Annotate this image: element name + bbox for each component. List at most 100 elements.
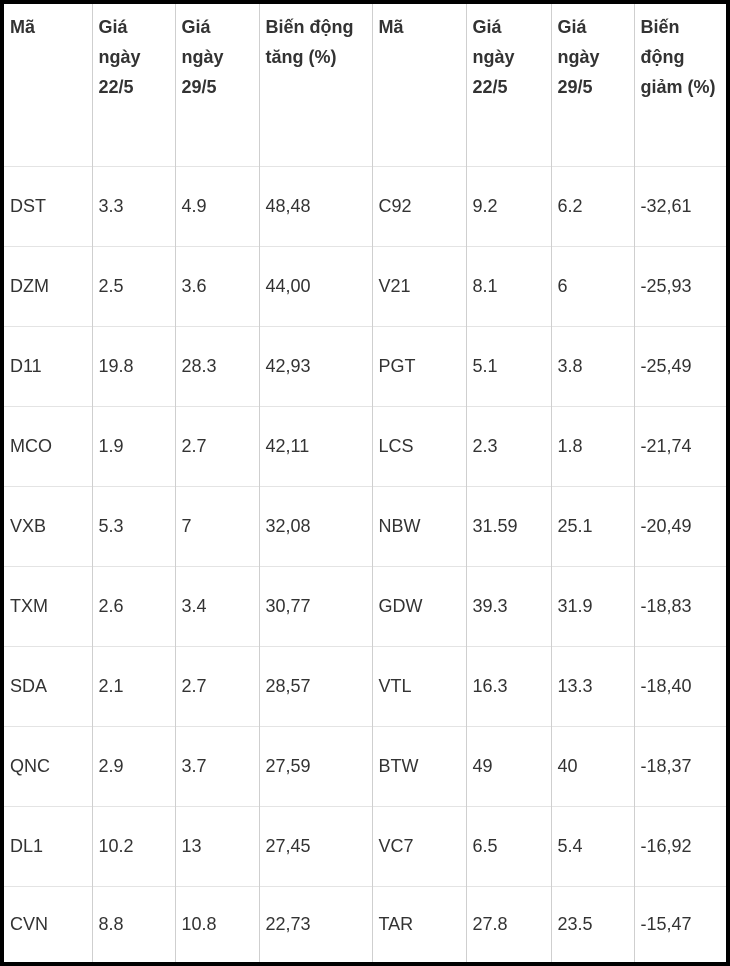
loser-code-cell: PGT <box>371 325 466 406</box>
loser-change-cell: -32,61 <box>633 165 726 246</box>
loser-price-29-5-cell: 6.2 <box>550 165 634 246</box>
gainer-code-cell: SDA <box>4 645 92 726</box>
table-row: SDA 2.1 2.7 28,57 VTL 16.3 13.3 -18,40 <box>4 645 726 726</box>
gainer-price-22-5-cell: 5.3 <box>91 485 175 566</box>
header-price-22-5-gainers: Giá ngày 22/5 <box>91 4 175 166</box>
table-row: DL1 10.2 13 27,45 VC7 6.5 5.4 -16,92 <box>4 805 726 886</box>
loser-price-22-5-cell: 5.1 <box>465 325 551 406</box>
gainer-price-22-5-cell: 1.9 <box>91 405 175 486</box>
gainer-change-cell: 22,73 <box>258 885 372 962</box>
gainer-change-cell: 32,08 <box>258 485 372 566</box>
loser-change-cell: -25,93 <box>633 245 726 326</box>
header-price-29-5-gainers: Giá ngày 29/5 <box>174 4 259 166</box>
gainer-code-cell: DL1 <box>4 805 92 886</box>
gainer-change-cell: 27,45 <box>258 805 372 886</box>
gainer-code-cell: MCO <box>4 405 92 486</box>
loser-price-29-5-cell: 6 <box>550 245 634 326</box>
gainer-price-22-5-cell: 8.8 <box>91 885 175 962</box>
loser-change-cell: -20,49 <box>633 485 726 566</box>
gainer-price-22-5-cell: 19.8 <box>91 325 175 406</box>
gainer-change-cell: 27,59 <box>258 725 372 806</box>
loser-change-cell: -18,83 <box>633 565 726 646</box>
gainer-price-29-5-cell: 3.6 <box>174 245 259 326</box>
gainer-change-cell: 44,00 <box>258 245 372 326</box>
header-price-22-5-losers: Giá ngày 22/5 <box>465 4 551 166</box>
gainer-price-29-5-cell: 3.4 <box>174 565 259 646</box>
table-row: QNC 2.9 3.7 27,59 BTW 49 40 -18,37 <box>4 725 726 806</box>
stock-price-table: Mã Giá ngày 22/5 Giá ngày 29/5 Biến động… <box>4 4 726 962</box>
loser-price-29-5-cell: 1.8 <box>550 405 634 486</box>
loser-code-cell: LCS <box>371 405 466 486</box>
gainer-change-cell: 48,48 <box>258 165 372 246</box>
header-price-29-5-losers: Giá ngày 29/5 <box>550 4 634 166</box>
gainer-price-22-5-cell: 2.5 <box>91 245 175 326</box>
gainer-code-cell: VXB <box>4 485 92 566</box>
gainer-price-29-5-cell: 13 <box>174 805 259 886</box>
loser-code-cell: VC7 <box>371 805 466 886</box>
header-change-down: Biến động giảm (%) <box>633 4 726 166</box>
gainer-price-29-5-cell: 2.7 <box>174 405 259 486</box>
loser-change-cell: -21,74 <box>633 405 726 486</box>
loser-price-22-5-cell: 31.59 <box>465 485 551 566</box>
loser-code-cell: NBW <box>371 485 466 566</box>
loser-change-cell: -25,49 <box>633 325 726 406</box>
loser-price-29-5-cell: 13.3 <box>550 645 634 726</box>
loser-price-29-5-cell: 25.1 <box>550 485 634 566</box>
gainer-code-cell: QNC <box>4 725 92 806</box>
gainer-price-29-5-cell: 28.3 <box>174 325 259 406</box>
gainer-code-cell: CVN <box>4 885 92 962</box>
loser-code-cell: C92 <box>371 165 466 246</box>
loser-change-cell: -16,92 <box>633 805 726 886</box>
gainer-code-cell: DST <box>4 165 92 246</box>
gainer-code-cell: DZM <box>4 245 92 326</box>
table-row: MCO 1.9 2.7 42,11 LCS 2.3 1.8 -21,74 <box>4 405 726 486</box>
loser-price-29-5-cell: 40 <box>550 725 634 806</box>
loser-change-cell: -15,47 <box>633 885 726 962</box>
gainer-code-cell: D11 <box>4 325 92 406</box>
gainer-price-22-5-cell: 2.1 <box>91 645 175 726</box>
table-row: TXM 2.6 3.4 30,77 GDW 39.3 31.9 -18,83 <box>4 565 726 646</box>
gainer-price-22-5-cell: 3.3 <box>91 165 175 246</box>
loser-price-22-5-cell: 9.2 <box>465 165 551 246</box>
table-row: VXB 5.3 7 32,08 NBW 31.59 25.1 -20,49 <box>4 485 726 566</box>
table-row: D11 19.8 28.3 42,93 PGT 5.1 3.8 -25,49 <box>4 325 726 406</box>
loser-price-29-5-cell: 23.5 <box>550 885 634 962</box>
loser-code-cell: BTW <box>371 725 466 806</box>
header-row: Mã Giá ngày 22/5 Giá ngày 29/5 Biến động… <box>4 4 726 166</box>
gainer-price-29-5-cell: 4.9 <box>174 165 259 246</box>
loser-price-22-5-cell: 49 <box>465 725 551 806</box>
loser-code-cell: GDW <box>371 565 466 646</box>
loser-code-cell: TAR <box>371 885 466 962</box>
loser-price-22-5-cell: 27.8 <box>465 885 551 962</box>
loser-price-22-5-cell: 16.3 <box>465 645 551 726</box>
loser-code-cell: V21 <box>371 245 466 326</box>
gainer-change-cell: 42,11 <box>258 405 372 486</box>
gainer-price-22-5-cell: 2.9 <box>91 725 175 806</box>
header-change-up: Biến động tăng (%) <box>258 4 372 166</box>
table-row: DZM 2.5 3.6 44,00 V21 8.1 6 -25,93 <box>4 245 726 326</box>
gainer-price-29-5-cell: 2.7 <box>174 645 259 726</box>
loser-price-22-5-cell: 2.3 <box>465 405 551 486</box>
loser-price-22-5-cell: 6.5 <box>465 805 551 886</box>
loser-price-29-5-cell: 5.4 <box>550 805 634 886</box>
gainer-change-cell: 28,57 <box>258 645 372 726</box>
table-row: DST 3.3 4.9 48,48 C92 9.2 6.2 -32,61 <box>4 165 726 246</box>
gainer-price-29-5-cell: 3.7 <box>174 725 259 806</box>
gainer-code-cell: TXM <box>4 565 92 646</box>
gainer-price-22-5-cell: 2.6 <box>91 565 175 646</box>
loser-code-cell: VTL <box>371 645 466 726</box>
gainer-change-cell: 42,93 <box>258 325 372 406</box>
table-body: DST 3.3 4.9 48,48 C92 9.2 6.2 -32,61 DZM 2.5 3.6 44… <box>4 165 726 962</box>
loser-change-cell: -18,37 <box>633 725 726 806</box>
loser-change-cell: -18,40 <box>633 645 726 726</box>
loser-price-22-5-cell: 39.3 <box>465 565 551 646</box>
gainer-price-29-5-cell: 10.8 <box>174 885 259 962</box>
gainer-price-29-5-cell: 7 <box>174 485 259 566</box>
loser-price-22-5-cell: 8.1 <box>465 245 551 326</box>
header-code-losers: Mã <box>371 4 466 166</box>
loser-price-29-5-cell: 3.8 <box>550 325 634 406</box>
loser-price-29-5-cell: 31.9 <box>550 565 634 646</box>
header-code-gainers: Mã <box>10 17 36 37</box>
gainer-change-cell: 30,77 <box>258 565 372 646</box>
